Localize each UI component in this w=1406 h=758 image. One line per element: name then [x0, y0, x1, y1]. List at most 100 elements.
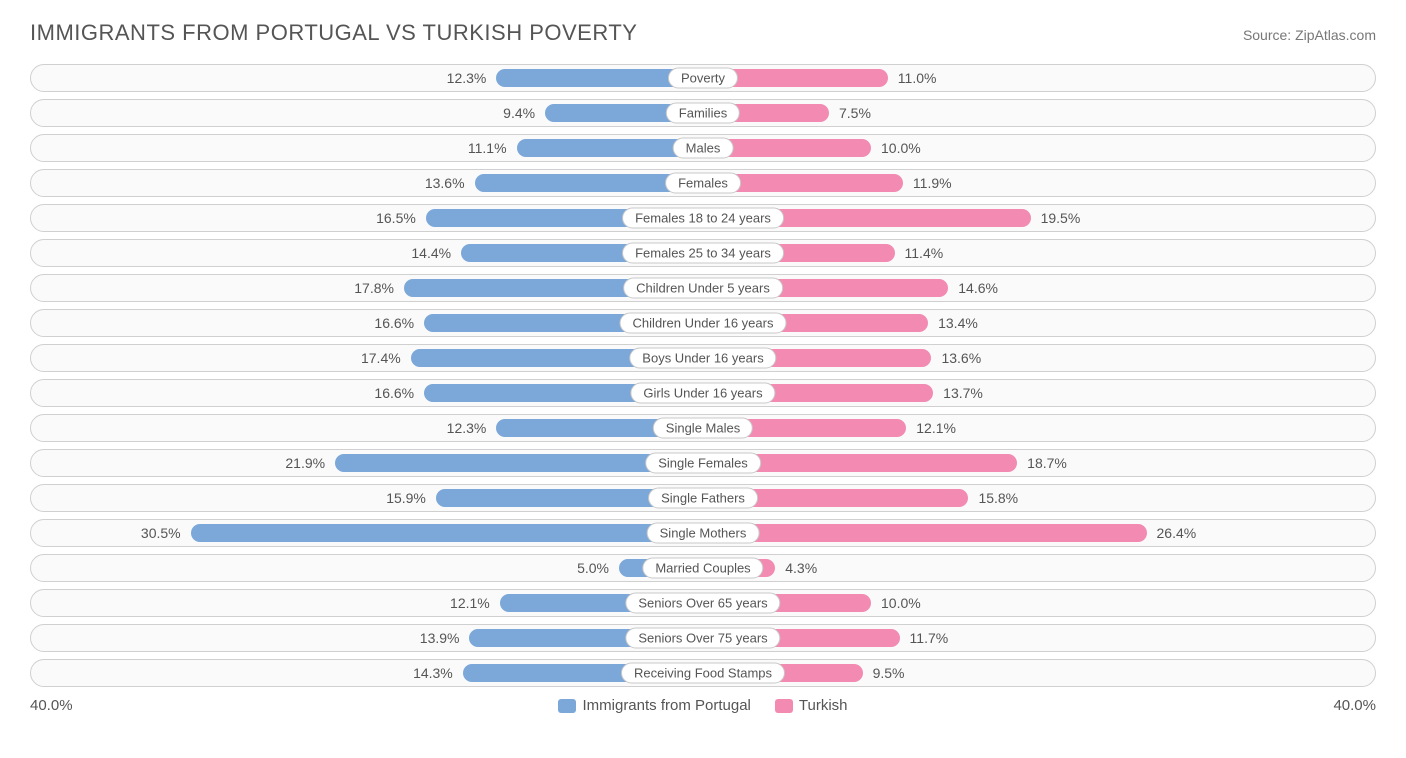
bar-half-left: 17.8%: [31, 275, 703, 301]
bar-value-left: 15.9%: [376, 490, 436, 506]
bar-half-right: 10.0%: [703, 590, 1375, 616]
axis-max-left: 40.0%: [30, 697, 73, 714]
bar-value-right: 18.7%: [1017, 455, 1077, 471]
bar-half-right: 18.7%: [703, 450, 1375, 476]
bar-row: 16.6% 13.7% Girls Under 16 years: [30, 379, 1376, 407]
bar-half-left: 13.6%: [31, 170, 703, 196]
bar-value-left: 16.6%: [364, 385, 424, 401]
bar-row: 17.4%13.6%Boys Under 16 years: [30, 344, 1376, 372]
bar-value-right: 11.4%: [895, 245, 954, 261]
bar-half-left: 11.1%: [31, 135, 703, 161]
bar-half-right: 19.5%: [703, 205, 1375, 231]
bar-half-right: 4.3%: [703, 555, 1375, 581]
legend: Immigrants from Portugal Turkish: [558, 697, 847, 714]
bar-value-right: 10.0%: [871, 595, 931, 611]
bar-value-right: 19.5%: [1031, 210, 1091, 226]
bar-value-right: 26.4%: [1147, 525, 1207, 541]
bar-left: [191, 524, 703, 542]
bar-row: 14.3%9.5%Receiving Food Stamps: [30, 659, 1376, 687]
category-label: Families: [666, 103, 740, 124]
category-label: Children Under 5 years: [623, 278, 783, 299]
bar-value-left: 9.4%: [493, 105, 545, 121]
bar-row: 12.3% 12.1% Single Males: [30, 414, 1376, 442]
chart-title: IMMIGRANTS FROM PORTUGAL VS TURKISH POVE…: [30, 20, 637, 46]
bar-value-left: 16.5%: [366, 210, 426, 226]
bar-row: 30.5%26.4%Single Mothers: [30, 519, 1376, 547]
legend-swatch-right: [775, 699, 793, 713]
bar-half-left: 14.3%: [31, 660, 703, 686]
bar-half-right: 26.4%: [703, 520, 1375, 546]
bar-row: 13.6% 11.9% Females: [30, 169, 1376, 197]
bar-half-left: 13.9%: [31, 625, 703, 651]
legend-item-left: Immigrants from Portugal: [558, 697, 750, 714]
bar-value-right: 11.7%: [900, 630, 959, 646]
bar-value-right: 11.9%: [903, 175, 962, 191]
bar-half-right: 11.4%: [703, 240, 1375, 266]
bar-half-right: 15.8%: [703, 485, 1375, 511]
category-label: Females 18 to 24 years: [622, 208, 784, 229]
bar-half-right: 13.6%: [703, 345, 1375, 371]
bar-half-left: 17.4%: [31, 345, 703, 371]
category-label: Seniors Over 75 years: [625, 628, 780, 649]
axis-max-right: 40.0%: [1333, 697, 1376, 714]
category-label: Single Males: [653, 418, 753, 439]
legend-label-right: Turkish: [799, 697, 848, 714]
category-label: Males: [673, 138, 734, 159]
bar-value-left: 16.6%: [364, 315, 424, 331]
bar-value-left: 12.3%: [437, 420, 497, 436]
category-label: Boys Under 16 years: [629, 348, 776, 369]
bar-row: 15.9% 15.8% Single Fathers: [30, 484, 1376, 512]
bar-half-left: 5.0%: [31, 555, 703, 581]
bar-value-right: 13.4%: [928, 315, 988, 331]
bar-value-left: 5.0%: [567, 560, 619, 576]
bar-value-right: 4.3%: [775, 560, 827, 576]
bar-value-left: 11.1%: [458, 140, 517, 156]
chart-footer: 40.0% Immigrants from Portugal Turkish 4…: [30, 697, 1376, 714]
category-label: Females: [665, 173, 741, 194]
bar-half-left: 12.1%: [31, 590, 703, 616]
bar-value-right: 12.1%: [906, 420, 966, 436]
bar-value-right: 7.5%: [829, 105, 881, 121]
chart-source: Source: ZipAtlas.com: [1243, 27, 1376, 43]
category-label: Seniors Over 65 years: [625, 593, 780, 614]
bar-value-left: 12.1%: [440, 595, 500, 611]
bar-row: 14.4%11.4%Females 25 to 34 years: [30, 239, 1376, 267]
category-label: Children Under 16 years: [620, 313, 787, 334]
bar-row: 16.5% 19.5% Females 18 to 24 years: [30, 204, 1376, 232]
bar-value-left: 14.4%: [401, 245, 461, 261]
bar-value-left: 13.9%: [410, 630, 470, 646]
bar-half-left: 16.6%: [31, 310, 703, 336]
diverging-bar-chart: 12.3% 11.0%Poverty 9.4% 7.5% Families 11.1% 10…: [30, 64, 1376, 687]
category-label: Single Fathers: [648, 488, 758, 509]
bar-right: [703, 524, 1147, 542]
legend-item-right: Turkish: [775, 697, 848, 714]
bar-value-right: 13.7%: [933, 385, 993, 401]
bar-row: 11.1% 10.0%Males: [30, 134, 1376, 162]
bar-half-right: 11.9%: [703, 170, 1375, 196]
bar-row: 5.0% 4.3% Married Couples: [30, 554, 1376, 582]
bar-half-left: 16.6%: [31, 380, 703, 406]
bar-row: 9.4% 7.5% Families: [30, 99, 1376, 127]
category-label: Girls Under 16 years: [630, 383, 775, 404]
bar-half-left: 12.3%: [31, 415, 703, 441]
bar-half-left: 14.4%: [31, 240, 703, 266]
bar-half-left: 9.4%: [31, 100, 703, 126]
bar-half-right: 14.6%: [703, 275, 1375, 301]
bar-value-left: 13.6%: [415, 175, 475, 191]
bar-half-right: 13.4%: [703, 310, 1375, 336]
bar-half-left: 16.5%: [31, 205, 703, 231]
bar-row: 12.1% 10.0% Seniors Over 65 years: [30, 589, 1376, 617]
legend-label-left: Immigrants from Portugal: [582, 697, 750, 714]
bar-value-right: 15.8%: [968, 490, 1028, 506]
category-label: Married Couples: [642, 558, 763, 579]
bar-half-right: 10.0%: [703, 135, 1375, 161]
bar-row: 13.9% 11.7% Seniors Over 75 years: [30, 624, 1376, 652]
bar-half-right: 13.7%: [703, 380, 1375, 406]
bar-half-right: 11.0%: [703, 65, 1375, 91]
bar-half-right: 9.5%: [703, 660, 1375, 686]
chart-header: IMMIGRANTS FROM PORTUGAL VS TURKISH POVE…: [30, 20, 1376, 46]
bar-value-left: 21.9%: [275, 455, 335, 471]
category-label: Receiving Food Stamps: [621, 663, 785, 684]
category-label: Poverty: [668, 68, 738, 89]
bar-value-left: 30.5%: [131, 525, 191, 541]
